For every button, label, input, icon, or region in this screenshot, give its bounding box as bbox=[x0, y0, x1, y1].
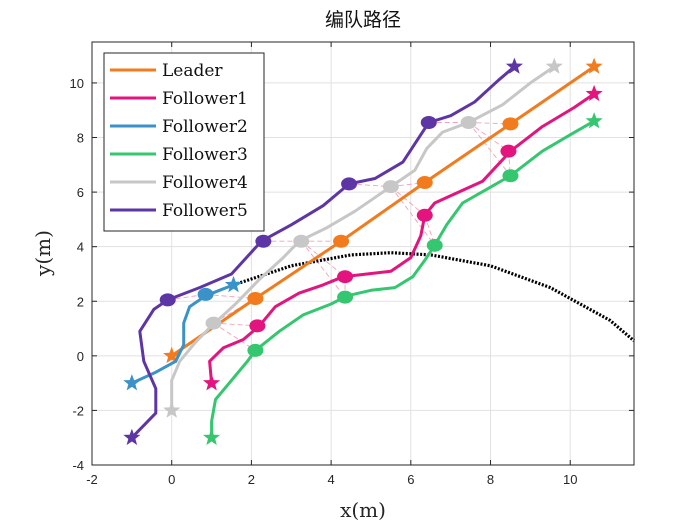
series-follower5 bbox=[123, 57, 523, 445]
series-follower2 bbox=[123, 275, 242, 391]
waypoint-marker bbox=[249, 319, 266, 333]
waypoint-marker bbox=[197, 287, 214, 301]
x-tick-label: 10 bbox=[563, 472, 577, 487]
waypoint-marker bbox=[247, 343, 264, 357]
series-leader bbox=[163, 57, 603, 364]
legend: Leader Follower1 Follower2 Follower3 Followe… bbox=[103, 52, 265, 232]
y-tick-label: 8 bbox=[77, 131, 84, 146]
start-star-marker bbox=[163, 401, 181, 418]
x-tick-label: 2 bbox=[248, 472, 255, 487]
x-tick-label: 8 bbox=[487, 472, 494, 487]
y-tick-label: -2 bbox=[72, 403, 84, 418]
legend-box bbox=[103, 52, 265, 232]
start-star-marker bbox=[123, 374, 141, 391]
end-star-marker bbox=[585, 84, 603, 102]
waypoint-marker bbox=[426, 238, 443, 252]
formation-link bbox=[205, 293, 256, 299]
legend-label: Follower3 bbox=[162, 145, 248, 165]
formation-link bbox=[167, 293, 206, 301]
y-tick-label: -4 bbox=[72, 458, 84, 473]
series-follower1 bbox=[203, 84, 603, 391]
plot-frame bbox=[91, 41, 635, 466]
series-line bbox=[130, 283, 235, 385]
end-star-marker bbox=[585, 57, 603, 74]
x-tick-label: 4 bbox=[328, 472, 335, 487]
x-tick-label: 0 bbox=[168, 472, 175, 487]
waypoint-marker bbox=[502, 169, 519, 183]
formation-link bbox=[300, 240, 346, 278]
waypoint-marker bbox=[502, 117, 519, 131]
waypoint-marker bbox=[460, 116, 477, 130]
legend-label: Follower5 bbox=[162, 201, 248, 221]
waypoint-marker bbox=[247, 292, 264, 306]
formation-link bbox=[468, 122, 509, 152]
series-line bbox=[210, 119, 596, 440]
waypoint-marker bbox=[333, 234, 350, 248]
series-line bbox=[208, 92, 596, 385]
x-tick-label: -2 bbox=[86, 472, 98, 487]
y-axis-title: y(m) bbox=[31, 230, 55, 277]
end-star-marker bbox=[585, 112, 603, 129]
series-follower4 bbox=[163, 57, 563, 418]
formation-link bbox=[468, 122, 511, 177]
start-star-marker bbox=[163, 346, 181, 364]
y-tick-label: 6 bbox=[77, 185, 84, 200]
legend-label: Follower4 bbox=[162, 173, 248, 193]
legend-label: Follower2 bbox=[162, 117, 248, 137]
waypoint-marker bbox=[500, 144, 517, 158]
series-group bbox=[123, 57, 603, 445]
series-follower3 bbox=[203, 112, 603, 445]
waypoint-marker bbox=[420, 116, 437, 130]
y-tick-label: 10 bbox=[70, 76, 84, 91]
x-tick-label: 6 bbox=[407, 472, 414, 487]
waypoint-marker bbox=[416, 176, 433, 190]
waypoint-marker bbox=[293, 234, 310, 248]
start-star-marker bbox=[203, 374, 221, 391]
waypoint-marker bbox=[159, 293, 176, 307]
start-star-marker bbox=[203, 428, 221, 445]
formation-link bbox=[390, 186, 436, 246]
waypoint-marker bbox=[382, 180, 399, 194]
waypoint-marker bbox=[416, 208, 433, 222]
waypoint-marker bbox=[205, 316, 222, 330]
start-star-marker bbox=[123, 428, 141, 445]
y-tick-label: 4 bbox=[77, 240, 84, 255]
end-star-marker bbox=[505, 57, 523, 74]
chart-title: 编队路径 bbox=[325, 9, 401, 31]
formation-link bbox=[390, 186, 426, 216]
waypoint-marker bbox=[341, 177, 358, 191]
series-line bbox=[170, 65, 596, 358]
formation-link bbox=[213, 322, 256, 351]
end-star-marker bbox=[224, 275, 242, 293]
end-star-marker bbox=[545, 57, 563, 74]
y-tick-label: 0 bbox=[77, 349, 84, 364]
x-axis-title: x(m) bbox=[340, 498, 386, 522]
waypoint-marker bbox=[337, 290, 354, 304]
legend-label: Leader bbox=[162, 61, 223, 81]
waypoint-marker bbox=[255, 234, 272, 248]
y-tick-label: 2 bbox=[77, 294, 84, 309]
legend-label: Follower1 bbox=[162, 89, 248, 109]
waypoint-marker bbox=[337, 270, 354, 284]
series-line bbox=[130, 65, 516, 440]
formation-link bbox=[300, 240, 346, 298]
